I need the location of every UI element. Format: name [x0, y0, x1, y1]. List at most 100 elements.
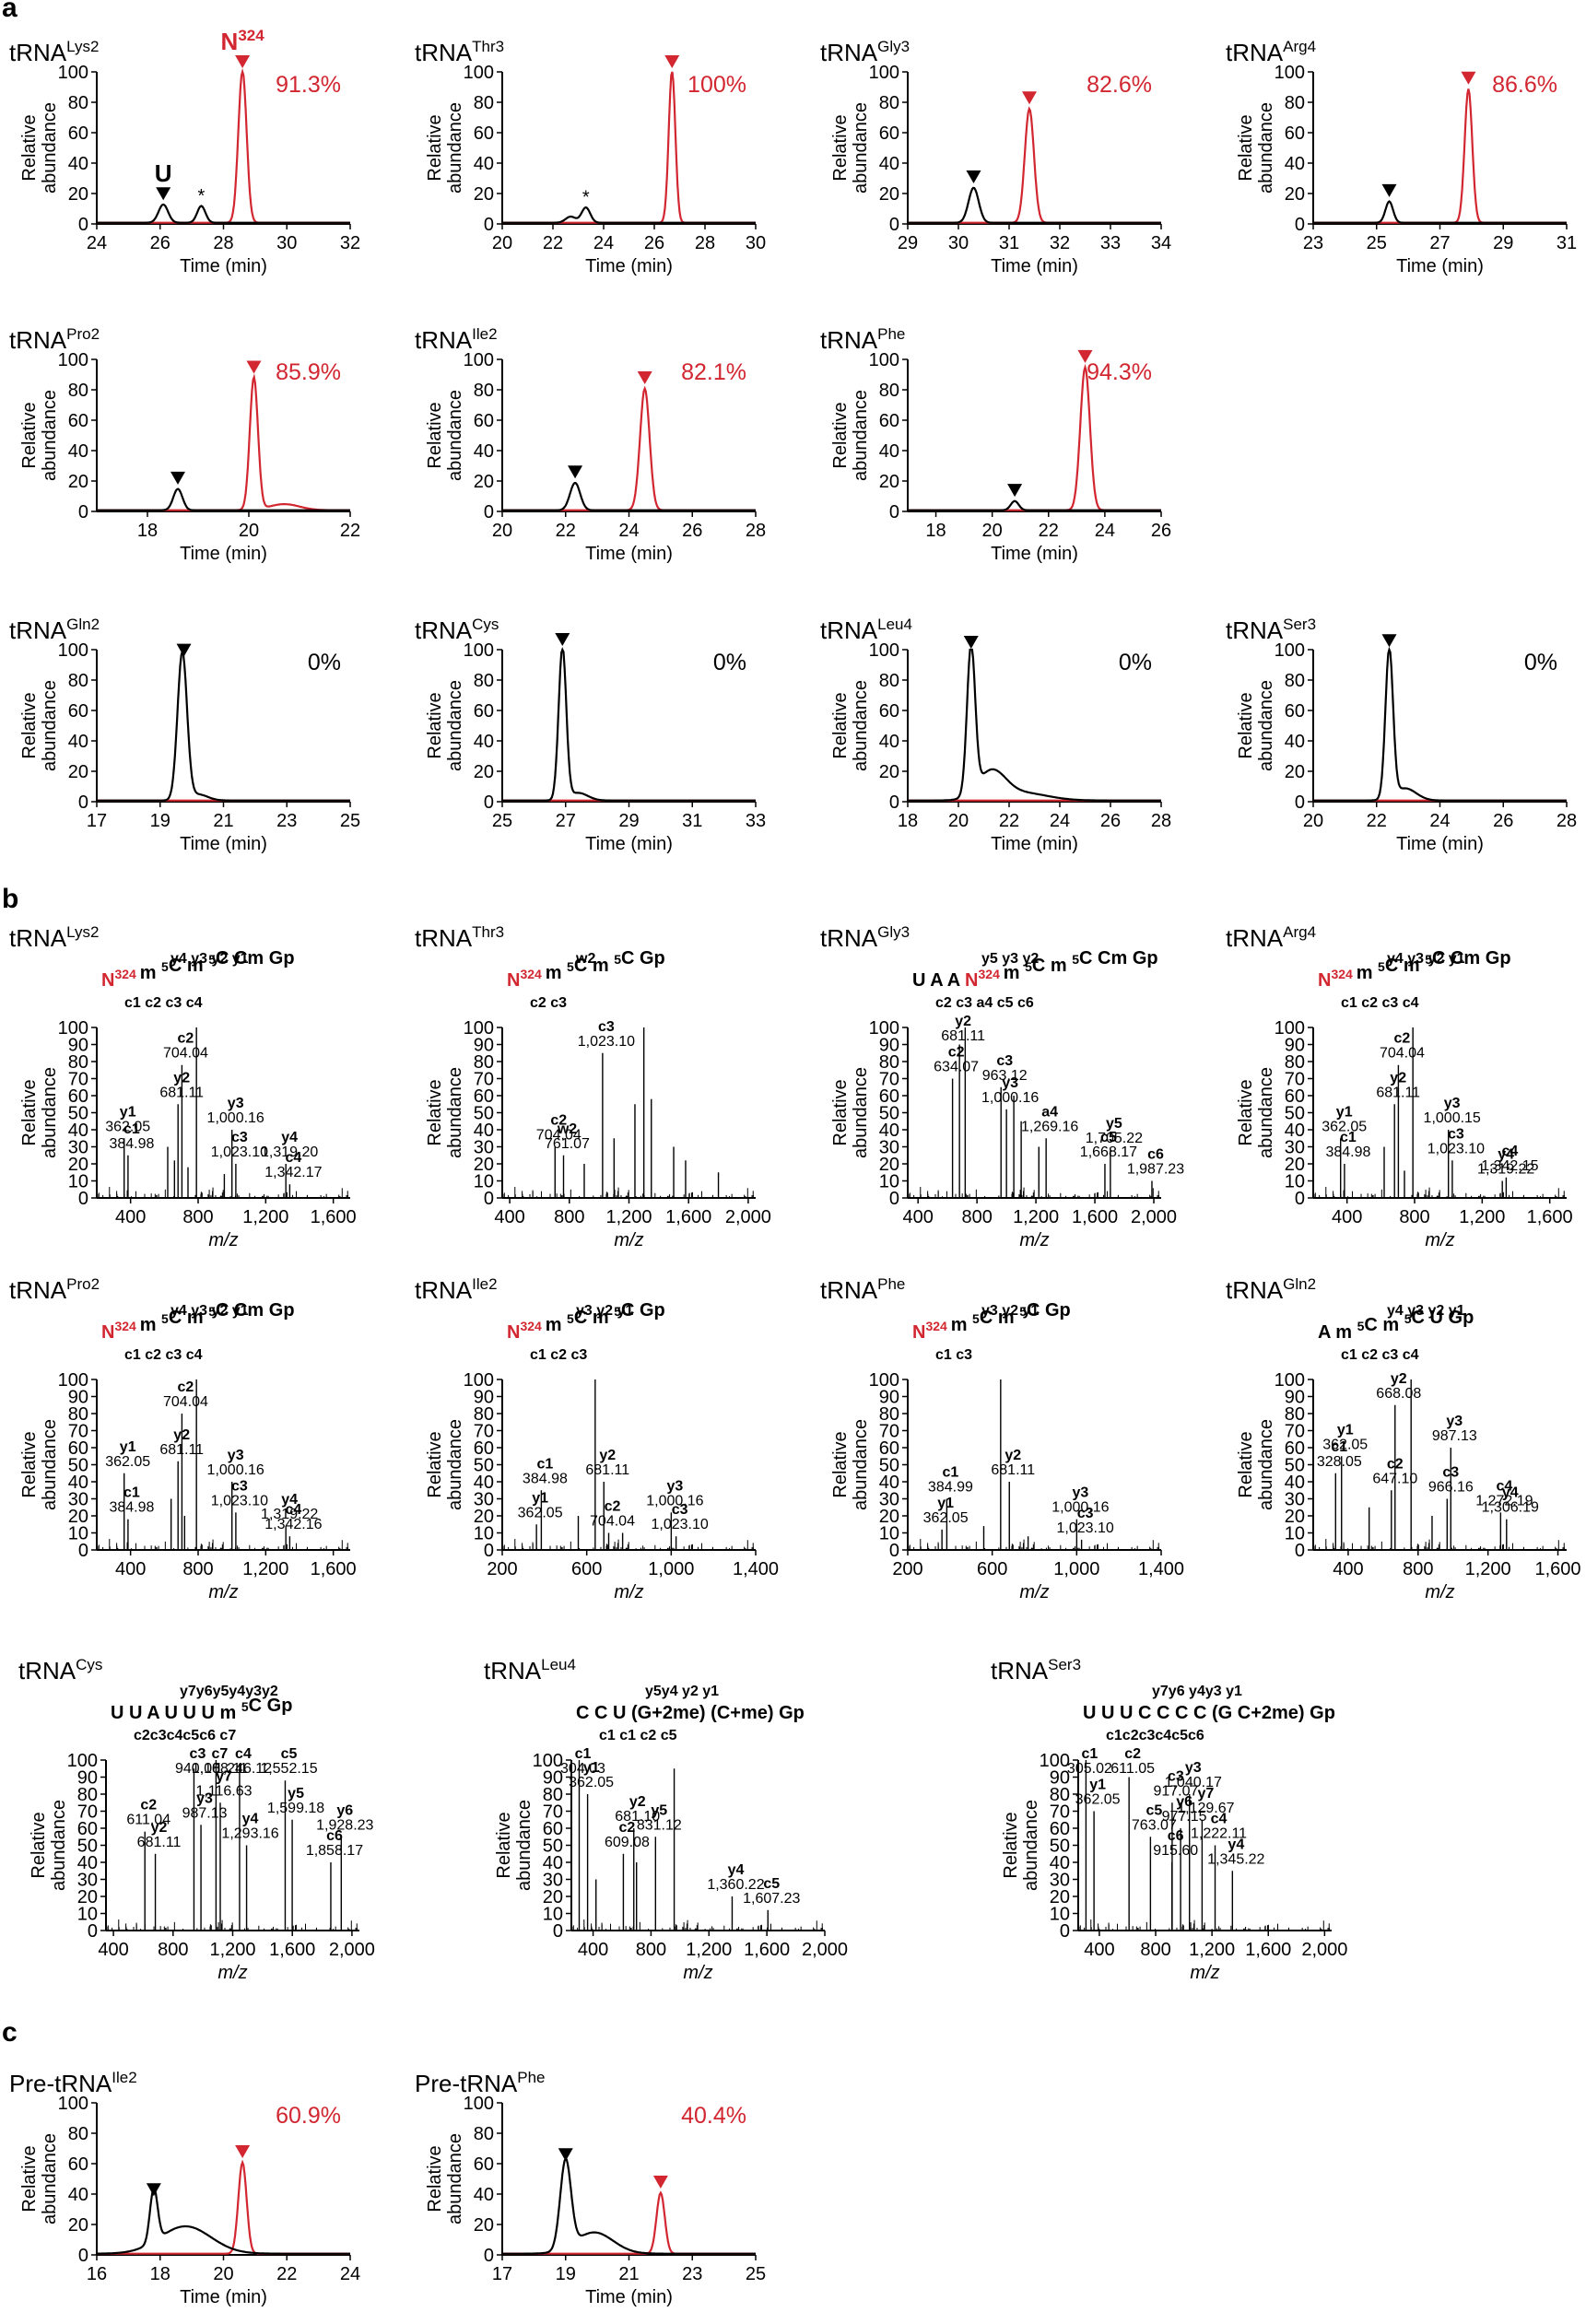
chrom-arg4-y-label: Relativeabundance [1236, 102, 1276, 194]
ms-gly3-peak-ion: y5 [1106, 1116, 1122, 1132]
chrom-cys-ytick-label: 20 [474, 762, 494, 782]
ms-ser3-peak-ion: c4 [1211, 1812, 1228, 1827]
ms-gly3-y-label-line1: Relative [830, 1079, 851, 1145]
ms-ile2-ytick-label: 40 [474, 1473, 494, 1493]
ms-phe-title: tRNAPhe [820, 1275, 905, 1304]
ms-cys-y-label-line1: Relative [29, 1812, 49, 1878]
ms-leu4-peak-ion: y1 [583, 1760, 600, 1776]
ms-lys2-seq-residue: m [187, 956, 208, 976]
chrom-ser3-xtick-label: 28 [1557, 811, 1577, 831]
ms-ser3-peak-mz: 1,222.11 [1191, 1826, 1247, 1842]
chrom-phe-xtick-label: 26 [1151, 521, 1171, 541]
ms-gln2-y-label-line2: abundance [1256, 1419, 1276, 1510]
ms-leu4-ytick-label: 50 [543, 1837, 563, 1857]
ms-leu4-peak-ion: y5 [651, 1802, 667, 1818]
ms-phe-seq-residue: Gp [1045, 1300, 1071, 1320]
ms-phe-xtick-label: 1,000 [1053, 1559, 1099, 1579]
ms-gln2-ytick-label: 70 [1285, 1422, 1305, 1442]
chrom-ser3-x-label: Time (min) [1396, 834, 1484, 854]
ms-cys-peak-mz: 1,858.17 [306, 1843, 363, 1859]
ms-phe-seq-residue: 5 [1019, 1304, 1027, 1319]
ms-cys-peak-ion: c5 [281, 1746, 298, 1762]
pre-chrom-phe-ytick-label: 20 [474, 2215, 494, 2236]
ms-cys-peak-ion: y2 [151, 1820, 168, 1836]
ms-cys-xtick-label: 800 [158, 1940, 188, 1960]
chrom-ser3-ytick-label: 100 [1275, 640, 1305, 661]
ms-gln2-peak-mz: 987.13 [1432, 1428, 1477, 1444]
ms-leu4-peak-ion: c2 [619, 1820, 636, 1836]
ms-ser3-seq-residue: C [1175, 1703, 1193, 1723]
ms-thr3-title-sup: Thr3 [472, 923, 504, 941]
ms-leu4-peak-mz: 1,607.23 [743, 1891, 800, 1907]
chrom-pro2: tRNAPro2 85.9% 0 20 40 60 80 100 18 20 22 Relativea… [9, 325, 360, 564]
ms-ser3-seq-residue: Gp [1310, 1703, 1335, 1723]
ms-ser3-xtick-label: 800 [1140, 1940, 1170, 1960]
chrom-thr3-ytick-label: 60 [474, 123, 494, 144]
chrom-gln2-ytick-label: 100 [58, 640, 88, 661]
chrom-leu4-ytick-label: 0 [889, 792, 899, 813]
chrom-lys2-marker-label: N324 [221, 27, 265, 55]
pre-chrom-ile2-y-label-line1: Relative [19, 2145, 40, 2212]
ms-lys2-ytick-label: 50 [68, 1104, 88, 1124]
ms-gly3-seq-residue: Gp [1133, 948, 1158, 968]
chrom-gly3-xtick-label: 29 [898, 233, 918, 253]
ms-gln2-ytick-label: 0 [1295, 1541, 1305, 1561]
ms-gln2-xtick-label: 800 [1403, 1559, 1433, 1579]
chrom-lys2-series-unmodified [97, 203, 350, 224]
chrom-ser3-xtick-label: 20 [1303, 811, 1323, 831]
ms-cys-xtick-label: 2,000 [329, 1940, 375, 1960]
chrom-cys-xtick-label: 31 [682, 811, 702, 831]
ms-gln2-peak-mz: 328.05 [1317, 1454, 1362, 1470]
ms-thr3-peak-mz: 761.07 [545, 1136, 590, 1152]
ms-phe-seq-residue: m [951, 1315, 972, 1335]
ms-ile2-title: tRNAIle2 [415, 1275, 498, 1304]
ms-pro2-ytick-label: 10 [68, 1524, 88, 1544]
ms-ser3-xtick-label: 400 [1084, 1940, 1114, 1960]
chrom-ser3-ytick-label: 80 [1285, 671, 1305, 691]
ms-ser3-peak-mz: 915.60 [1153, 1843, 1198, 1859]
ms-gln2-peak-ion: y2 [1391, 1371, 1407, 1387]
ms-arg4-ytick-label: 40 [1285, 1121, 1305, 1141]
chrom-cys-xtick-label: 25 [492, 811, 512, 831]
ms-gln2-peak-ion: y4 [1502, 1485, 1519, 1501]
ms-pro2-seq-residue: C [169, 1308, 187, 1328]
chrom-arg4-xtick-label: 29 [1493, 233, 1513, 253]
pre-chrom-ile2-ytick-label: 100 [58, 2094, 88, 2114]
pre-chrom-phe-title-sup: Phe [517, 2069, 545, 2086]
chrom-pro2-y-label-line1: Relative [19, 402, 40, 468]
ms-pro2-peak-mz: 1,319.22 [261, 1507, 318, 1522]
ms-cys-y-label: Relativeabundance [29, 1800, 69, 1891]
ms-ser3-seq-residue: C [1138, 1703, 1157, 1723]
ms-ile2-ytick-label: 100 [464, 1370, 494, 1391]
chrom-phe-ytick-label: 100 [869, 350, 899, 370]
chrom-cys-x-label: Time (min) [585, 834, 673, 854]
chrom-gly3-x-label: Time (min) [991, 256, 1078, 276]
ms-leu4-ytick-label: 80 [543, 1785, 563, 1805]
ms-pro2-xtick-label: 800 [182, 1559, 213, 1579]
ms-pro2-peak-ion: y4 [281, 1492, 298, 1508]
pre-chrom-ile2-ytick-label: 0 [78, 2246, 88, 2266]
ms-phe-ytick-label: 10 [879, 1524, 899, 1544]
chrom-gln2-y-label: Relativeabundance [19, 680, 60, 771]
ms-pro2-seq-residue: m [187, 1308, 208, 1328]
ms-arg4-peak-ion: y3 [1444, 1096, 1461, 1111]
ms-arg4-seq-residue: 5 [1425, 952, 1432, 967]
ms-ser3-seq-residue: U [1120, 1703, 1138, 1723]
ms-pro2-peak-ion: c2 [178, 1379, 194, 1395]
ms-gln2-xtick-label: 1,200 [1465, 1559, 1511, 1579]
pre-chrom-ile2-xtick-label: 20 [213, 2264, 233, 2284]
chrom-gln2-ytick-label: 0 [78, 792, 88, 813]
chrom-phe-xtick-label: 22 [1039, 521, 1059, 541]
chrom-pro2-title-sup: Pro2 [66, 325, 100, 343]
pre-chrom-ile2-y-label-line2: abundance [40, 2133, 60, 2224]
ms-ile2-title-sup: Ile2 [472, 1275, 497, 1293]
ms-gly3-ytick-label: 60 [879, 1086, 899, 1107]
ms-phe-peak-mz: 1,023.10 [1056, 1520, 1113, 1536]
pre-chrom-ile2-percent: 60.9% [276, 2103, 341, 2129]
ms-gln2-ytick-label: 60 [1285, 1438, 1305, 1459]
ms-thr3-seq-residue: Gp [640, 948, 665, 968]
